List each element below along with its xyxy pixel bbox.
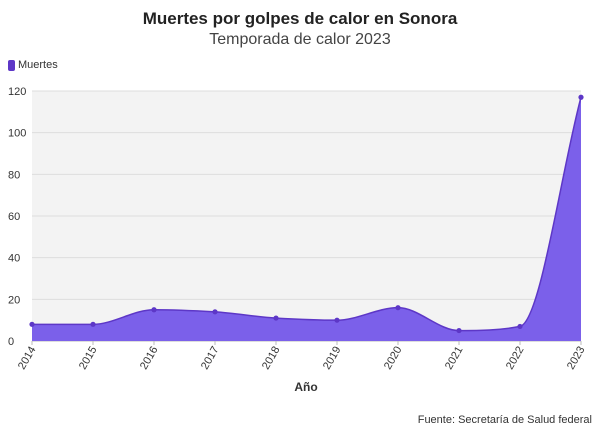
x-tick-label: 2021 xyxy=(443,345,466,372)
legend-swatch xyxy=(8,59,15,71)
x-tick-label: 2018 xyxy=(260,345,283,372)
legend: Muertes xyxy=(8,59,58,71)
y-tick-label: 80 xyxy=(8,169,20,181)
x-tick-label: 2017 xyxy=(199,345,222,372)
data-point-2022[interactable] xyxy=(517,323,523,330)
x-axis-ticks: 2014 2015 2016 2017 2018 2019 2020 2021 2022 2023 xyxy=(16,341,588,372)
x-axis-label: Año xyxy=(294,380,317,394)
data-point-2018[interactable] xyxy=(273,315,279,321)
data-points xyxy=(29,94,584,334)
y-tick-label: 20 xyxy=(8,294,20,306)
x-tick-label: 2023 xyxy=(565,345,588,372)
x-tick-label: 2020 xyxy=(382,345,405,372)
chart-subtitle: Temporada de calor 2023 xyxy=(209,31,391,48)
x-tick-label: 2016 xyxy=(138,345,161,372)
data-point-2023[interactable] xyxy=(578,94,584,100)
y-tick-label: 60 xyxy=(8,211,20,223)
y-tick-label: 100 xyxy=(8,128,26,140)
data-point-2014[interactable] xyxy=(29,321,35,327)
x-tick-label: 2019 xyxy=(321,345,344,372)
y-tick-label: 40 xyxy=(8,253,20,265)
data-point-2019[interactable] xyxy=(334,317,340,323)
y-tick-label: 0 xyxy=(8,336,14,348)
data-point-2015[interactable] xyxy=(90,321,96,327)
x-tick-label: 2022 xyxy=(504,345,527,372)
x-tick-label: 2015 xyxy=(77,345,100,372)
x-tick-label: 2014 xyxy=(16,345,39,372)
data-point-2016[interactable] xyxy=(151,307,157,313)
y-tick-label: 120 xyxy=(8,86,26,98)
data-point-2020[interactable] xyxy=(395,305,401,311)
legend-label: Muertes xyxy=(18,59,58,71)
data-point-2021[interactable] xyxy=(456,327,462,334)
y-axis-ticks: 0 20 40 60 80 100 120 xyxy=(8,86,26,348)
data-point-2017[interactable] xyxy=(212,309,218,315)
source-note: Fuente: Secretaría de Salud federal xyxy=(417,414,592,426)
chart-title: Muertes por golpes de calor en Sonora xyxy=(142,9,458,28)
